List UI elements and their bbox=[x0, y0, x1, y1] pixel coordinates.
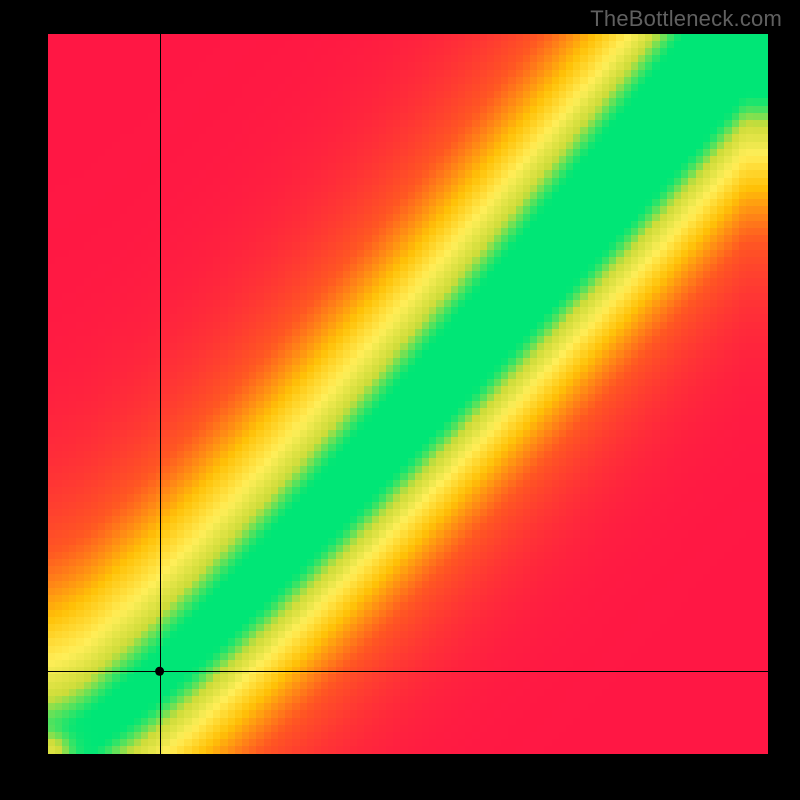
bottleneck-heatmap bbox=[48, 34, 768, 754]
watermark-label: TheBottleneck.com bbox=[590, 6, 782, 32]
stage: TheBottleneck.com bbox=[0, 0, 800, 800]
